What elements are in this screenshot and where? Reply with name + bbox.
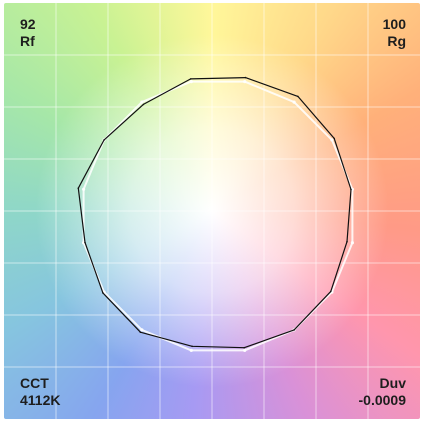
- reference-point: [140, 328, 144, 332]
- test-point: [330, 290, 332, 293]
- duv-metric: Duv -0.0009: [359, 375, 406, 409]
- test-point: [297, 95, 299, 98]
- color-vector-graphic: 92 Rf 100 Rg CCT 4112K Duv -0.0009: [4, 3, 420, 419]
- reference-point: [243, 80, 247, 84]
- reference-point: [189, 348, 193, 352]
- test-point: [293, 329, 295, 331]
- rf-value: 92: [20, 16, 36, 32]
- rg-value: 100: [382, 16, 406, 32]
- reference-point: [292, 100, 296, 104]
- rg-metric: 100 Rg: [383, 16, 406, 50]
- rf-metric: 92 Rf: [20, 16, 36, 50]
- reference-point: [350, 187, 354, 191]
- reference-point: [140, 100, 144, 104]
- rg-label: Rg: [387, 33, 406, 49]
- cct-metric: CCT 4112K: [20, 375, 60, 409]
- test-point: [142, 103, 145, 106]
- test-point: [191, 345, 193, 348]
- test-point: [244, 76, 247, 79]
- reference-point: [189, 80, 193, 84]
- reference-point: [330, 138, 334, 142]
- test-point: [103, 139, 105, 141]
- test-point: [84, 241, 86, 244]
- test-point: [346, 240, 348, 243]
- test-point: [350, 188, 352, 191]
- reference-point: [350, 241, 354, 245]
- cct-value: 4112K: [20, 392, 61, 408]
- test-point: [333, 137, 336, 140]
- test-point: [189, 78, 192, 80]
- test-point: [102, 292, 104, 294]
- reference-point: [243, 348, 247, 352]
- cct-label: CCT: [20, 375, 49, 391]
- test-point: [139, 331, 142, 334]
- color-vector-chart: [4, 3, 420, 419]
- rf-label: Rf: [20, 33, 35, 49]
- test-point: [243, 346, 245, 349]
- duv-value: -0.0009: [358, 392, 406, 408]
- test-point: [77, 187, 80, 189]
- reference-point: [82, 187, 86, 191]
- duv-label: Duv: [379, 375, 406, 391]
